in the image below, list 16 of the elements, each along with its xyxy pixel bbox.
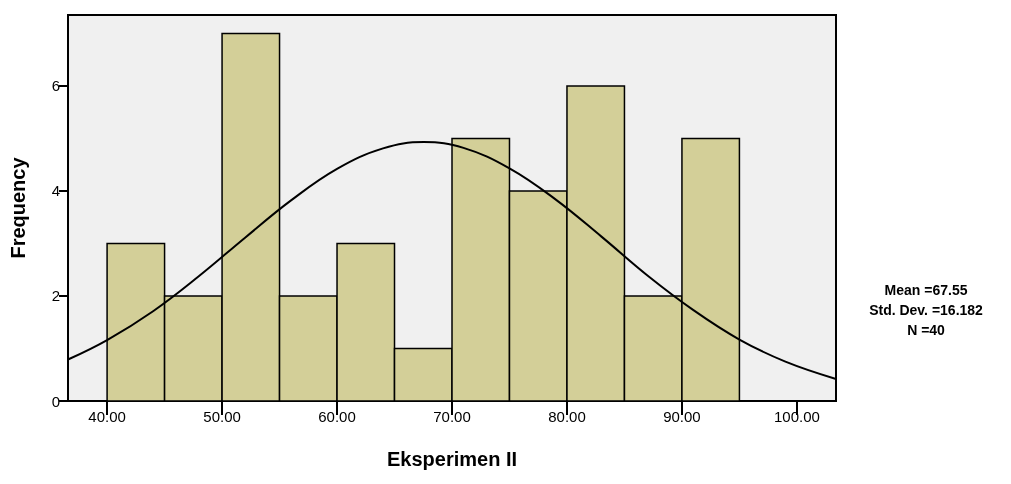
y-tick-label: 0 (51, 392, 60, 410)
text: Mean =67.55 (884, 282, 968, 298)
x-tick-label: 70.00 (433, 408, 471, 425)
x-tick-label: 60.00 (318, 408, 356, 425)
x-tick-label: 100.00 (773, 408, 820, 425)
x-tick-label: 40.00 (88, 408, 126, 425)
y-tick-label: 6 (51, 77, 60, 95)
x-axis-title: Eksperimen II (386, 448, 518, 470)
x-tick-label: 50.00 (203, 408, 241, 425)
y-tick-label: 2 (51, 287, 60, 305)
text: N =40 (907, 322, 946, 338)
y-axis-title: Frequency (7, 156, 29, 259)
x-tick-label: 90.00 (663, 408, 701, 425)
y-tick-label: 4 (51, 182, 60, 200)
text: Std. Dev. =16.182 (869, 302, 984, 318)
x-tick-label: 80.00 (548, 408, 586, 425)
